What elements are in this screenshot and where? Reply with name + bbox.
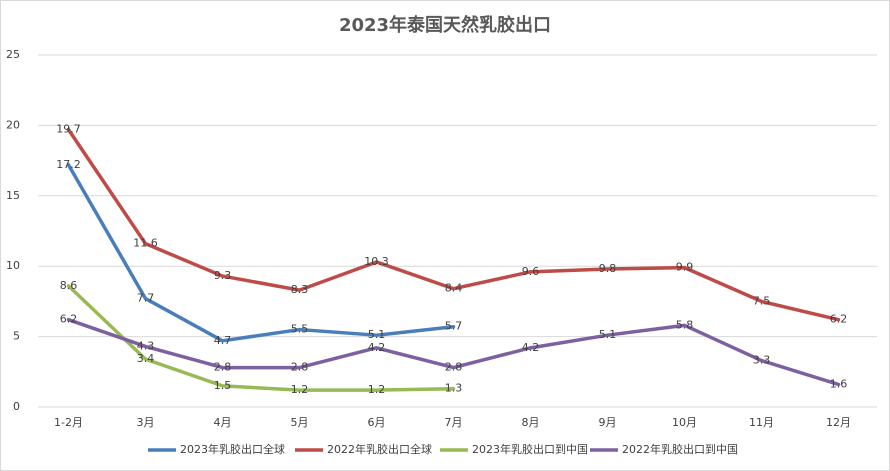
y-tick-label: 25 [6, 48, 20, 61]
x-tick-label: 8月 [522, 416, 540, 429]
legend-label: 2022年乳胶出口全球 [327, 442, 432, 456]
data-label: 2.8 [291, 361, 309, 374]
x-tick-label: 9月 [599, 416, 617, 429]
legend-label: 2022年乳胶出口到中国 [622, 442, 738, 456]
data-label: 5.1 [368, 328, 386, 341]
data-label: 8.4 [445, 282, 463, 295]
x-tick-label: 7月 [445, 416, 463, 429]
y-tick-label: 10 [6, 259, 20, 272]
data-label: 5.1 [599, 328, 617, 341]
data-label: 2.8 [445, 361, 463, 374]
data-label: 8.3 [291, 283, 309, 296]
data-label: 17.2 [56, 158, 81, 171]
data-label: 1.6 [830, 377, 848, 390]
data-label: 4.2 [522, 341, 540, 354]
x-tick-label: 11月 [749, 416, 774, 429]
series-line [66, 127, 841, 322]
data-label: 9.3 [214, 269, 232, 282]
x-tick-label: 12月 [826, 416, 851, 429]
data-label: 4.2 [368, 341, 386, 354]
x-tick-label: 5月 [291, 416, 309, 429]
x-tick-label: 10月 [672, 416, 697, 429]
data-label: 4.7 [214, 334, 232, 347]
data-label: 7.7 [137, 292, 155, 305]
data-label: 11.6 [133, 237, 158, 250]
data-label: 8.6 [60, 279, 78, 292]
data-label: 1.3 [445, 382, 463, 395]
data-label: 4.3 [137, 339, 155, 352]
x-tick-label: 1-2月 [54, 416, 83, 429]
data-label: 9.6 [522, 265, 540, 278]
data-label: 2.8 [214, 361, 232, 374]
x-tick-label: 4月 [214, 416, 232, 429]
data-label: 7.5 [753, 294, 771, 307]
data-label: 5.7 [445, 320, 463, 333]
series-line [66, 317, 841, 387]
data-label: 1.5 [214, 379, 232, 392]
series-line [66, 163, 456, 343]
series-line [66, 284, 456, 392]
data-label: 5.8 [676, 318, 694, 331]
data-label: 19.7 [56, 123, 81, 136]
y-tick-label: 0 [13, 400, 20, 413]
y-tick-label: 15 [6, 189, 20, 202]
chart-title: 2023年泰国天然乳胶出口 [339, 14, 551, 36]
data-label: 9.8 [599, 262, 617, 275]
y-tick-label: 20 [6, 118, 20, 131]
data-label: 10.3 [364, 255, 389, 268]
y-tick-label: 5 [13, 330, 20, 343]
data-label: 1.2 [368, 383, 386, 396]
x-tick-label: 3月 [137, 416, 155, 429]
legend-label: 2023年乳胶出口全球 [180, 442, 285, 456]
data-label: 3.4 [137, 352, 155, 365]
data-label: 1.2 [291, 383, 309, 396]
data-label: 3.3 [753, 354, 771, 367]
data-label: 5.5 [291, 323, 309, 336]
data-label: 6.2 [60, 313, 78, 326]
legend-label: 2023年乳胶出口到中国 [472, 442, 588, 456]
data-label: 9.9 [676, 261, 694, 274]
data-label: 6.2 [830, 313, 848, 326]
x-tick-label: 6月 [368, 416, 386, 429]
